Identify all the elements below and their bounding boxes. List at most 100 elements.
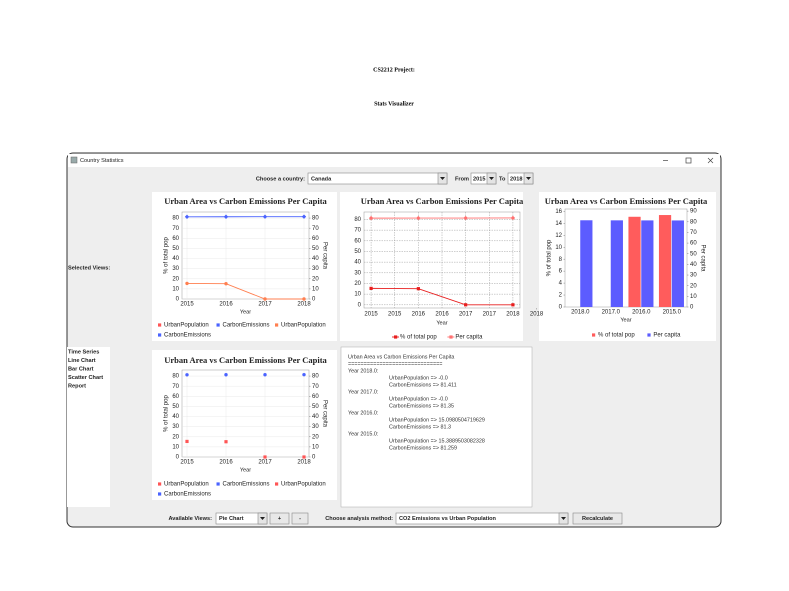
view-item[interactable]: Bar Chart (68, 366, 94, 372)
point (224, 440, 228, 444)
view-item[interactable]: Report (68, 383, 86, 389)
chart-title: Urban Area vs Carbon Emissions Per Capit… (164, 355, 327, 365)
y2-tick-label: 70 (690, 230, 697, 236)
point (368, 215, 374, 221)
point (263, 297, 267, 301)
view-item[interactable]: Scatter Chart (68, 375, 103, 381)
close-button[interactable] (707, 157, 714, 164)
chart-title: Urban Area vs Carbon Emissions Per Capit… (164, 196, 327, 206)
to-combo[interactable]: 2018 (507, 172, 534, 185)
add-button-label: + (278, 516, 282, 522)
y-tick-label: 60 (172, 236, 179, 242)
bar (641, 220, 654, 307)
y-tick-label: 60 (172, 394, 179, 400)
selected-views-label: Selected Views: (68, 265, 110, 271)
header-title: Stats Visualizer (374, 101, 414, 107)
chart: Urban Area vs Carbon Emissions Per Capit… (354, 196, 544, 341)
x-tick-label: 2016 (219, 460, 233, 466)
report-title: Urban Area vs Carbon Emissions Per Capit… (348, 354, 454, 360)
arrow-icon (260, 517, 265, 520)
point (302, 372, 306, 377)
from-value: 2015 (473, 176, 485, 182)
recalculate-button[interactable] (572, 512, 623, 525)
chart: Urban Area vs Carbon Emissions Per Capit… (158, 355, 328, 498)
y-tick-label: 40 (172, 256, 179, 262)
y2-axis-label: Per capita (699, 244, 705, 272)
bar (658, 215, 672, 307)
bar (610, 220, 623, 307)
maximize-button[interactable] (685, 157, 692, 164)
y2-tick-label: 30 (312, 266, 319, 272)
report-year: Year 2015.0: (348, 431, 378, 437)
legend-label: % of total pop (598, 333, 635, 339)
x-tick-label: 2017 (483, 312, 497, 318)
legend-label: CarbonEmissions (223, 323, 270, 329)
method-value: CO2 Emissions vs Urban Population (399, 516, 497, 522)
from-combo[interactable]: 2015 (470, 172, 497, 185)
chart-title: Urban Area vs Carbon Emissions Per Capit… (361, 196, 524, 206)
available-combo[interactable]: Pie Chart (215, 512, 268, 525)
y-tick-label: 80 (172, 374, 179, 380)
legend-swatch (158, 492, 162, 496)
y-tick-label: 80 (354, 217, 361, 223)
point (302, 297, 306, 301)
legend-swatch (216, 482, 220, 486)
x-axis-label: Year (436, 320, 447, 326)
y2-tick-label: 80 (690, 219, 697, 225)
point (184, 214, 190, 219)
y2-tick-label: 70 (312, 226, 319, 232)
report: Urban Area vs Carbon Emissions Per Capit… (348, 354, 485, 451)
y2-tick-label: 10 (312, 286, 319, 292)
y-tick-label: 2 (559, 293, 563, 299)
y-tick-label: 40 (354, 260, 361, 266)
point (416, 287, 420, 291)
x-tick-label: 2016 (219, 302, 233, 308)
point (463, 215, 468, 221)
views-list[interactable] (67, 347, 110, 507)
y-axis-label: % of total pop (547, 239, 553, 276)
point (223, 214, 229, 219)
y-tick-label: 70 (172, 226, 179, 232)
y-tick-label: 10 (354, 292, 361, 298)
country-combo[interactable]: Canada (307, 172, 448, 185)
report-line: UrbanPopulation => 15.0980504719629 (389, 417, 485, 423)
y2-tick-label: 30 (312, 424, 319, 430)
method-combo[interactable]: CO2 Emissions vs Urban Population (395, 512, 569, 525)
to-label: To (499, 176, 506, 182)
y-tick-label: 50 (172, 404, 179, 410)
chart: Urban Area vs Carbon Emissions Per Capit… (545, 196, 708, 339)
point (511, 303, 515, 307)
point (510, 215, 516, 221)
views-items: Time Series Line Chart Bar Chart Scatter Ch… (68, 349, 103, 389)
add-button[interactable] (269, 512, 290, 525)
method-label: Choose analysis method: (325, 516, 393, 522)
x-tick-label: 2018 (297, 460, 311, 466)
remove-button[interactable] (291, 512, 309, 525)
view-item[interactable]: Time Series (68, 349, 99, 355)
y2-tick-label: 60 (690, 241, 697, 247)
y2-tick-label: 40 (312, 414, 319, 420)
y-tick-label: 20 (172, 276, 179, 282)
series-line (186, 282, 304, 300)
y-tick-label: 0 (176, 455, 180, 461)
y2-tick-label: 0 (690, 305, 694, 311)
y-tick-label: 4 (559, 281, 563, 287)
y2-tick-label: 50 (312, 404, 319, 410)
y-tick-label: 30 (354, 270, 361, 276)
report-line: UrbanPopulation => 15.3889503082328 (389, 438, 485, 444)
y-tick-label: 30 (172, 266, 179, 272)
y2-tick-label: 30 (690, 273, 697, 279)
legend-label: CarbonEmissions (164, 333, 211, 339)
to-value: 2018 (510, 176, 522, 182)
x-tick-label: 2015 (388, 312, 402, 318)
legend-label: UrbanPopulation (281, 482, 326, 488)
view-item[interactable]: Line Chart (68, 358, 96, 364)
point (224, 373, 228, 377)
legend-label: CarbonEmissions (164, 492, 211, 498)
series-line (371, 287, 513, 306)
x-tick-label: 2017 (459, 312, 473, 318)
x-tick-label: 2015.0 (663, 310, 682, 316)
y2-tick-label: 60 (312, 236, 319, 242)
y-tick-label: 0 (176, 297, 180, 303)
x-axis-label: Year (240, 309, 251, 315)
